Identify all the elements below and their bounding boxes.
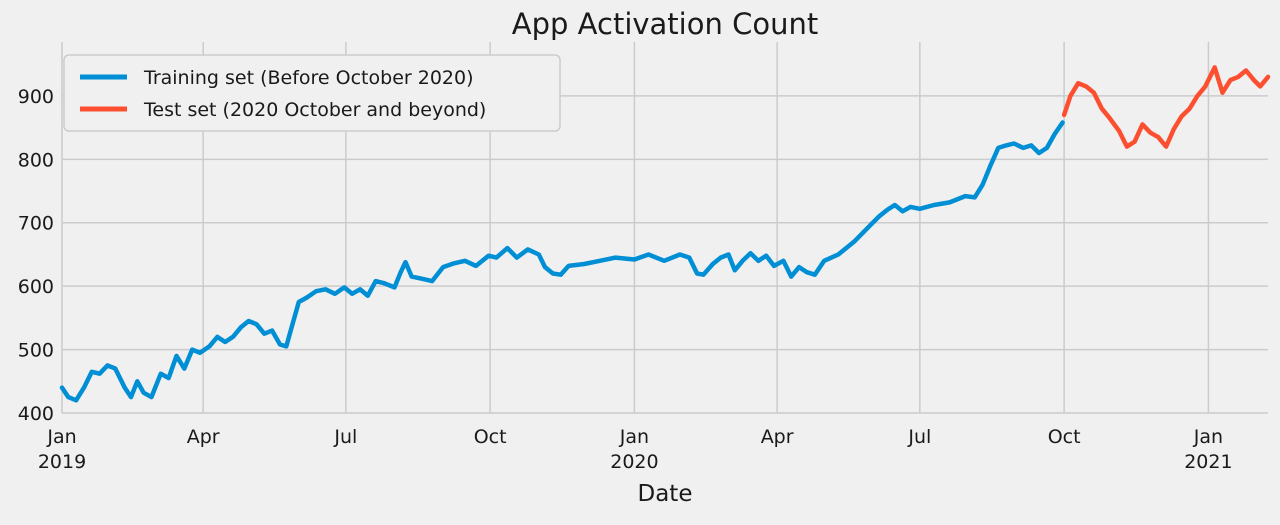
y-tick-label: 400 (18, 403, 54, 425)
x-tick-year-label: 2020 (610, 451, 658, 473)
x-tick-label: Jan (1193, 426, 1223, 448)
legend-box (63, 54, 561, 132)
y-tick-label: 600 (18, 276, 54, 298)
legend-label: Test set (2020 October and beyond) (143, 99, 486, 121)
x-tick-label: Jul (333, 426, 357, 448)
x-tick-label: Oct (474, 426, 507, 448)
y-tick-label: 700 (18, 213, 54, 235)
series-lines (59, 65, 1271, 403)
x-tick-label: Jul (907, 426, 931, 448)
chart-title: App Activation Count (512, 7, 818, 41)
x-tick-year-label: 2021 (1184, 451, 1232, 473)
x-tick-label: Jan (619, 426, 649, 448)
series-line-test (1061, 65, 1271, 149)
y-tick-label: 500 (18, 340, 54, 362)
series-line-training (59, 120, 1065, 403)
axis-ticks: 400 500 600 700 800 900 Jan 2019 Apr Jul Oct Jan 202… (18, 86, 1233, 473)
x-axis-label: Date (638, 481, 693, 507)
x-tick-year-label: 2019 (38, 451, 86, 473)
legend-label: Training set (Before October 2020) (143, 67, 474, 89)
x-tick-label: Jan (46, 426, 76, 448)
x-tick-label: Apr (761, 426, 794, 448)
x-tick-label: Apr (187, 426, 220, 448)
y-tick-label: 900 (18, 86, 54, 108)
y-tick-label: 800 (18, 149, 54, 171)
x-tick-label: Oct (1048, 426, 1081, 448)
legend: Training set (Before October 2020) Test s… (63, 54, 561, 132)
